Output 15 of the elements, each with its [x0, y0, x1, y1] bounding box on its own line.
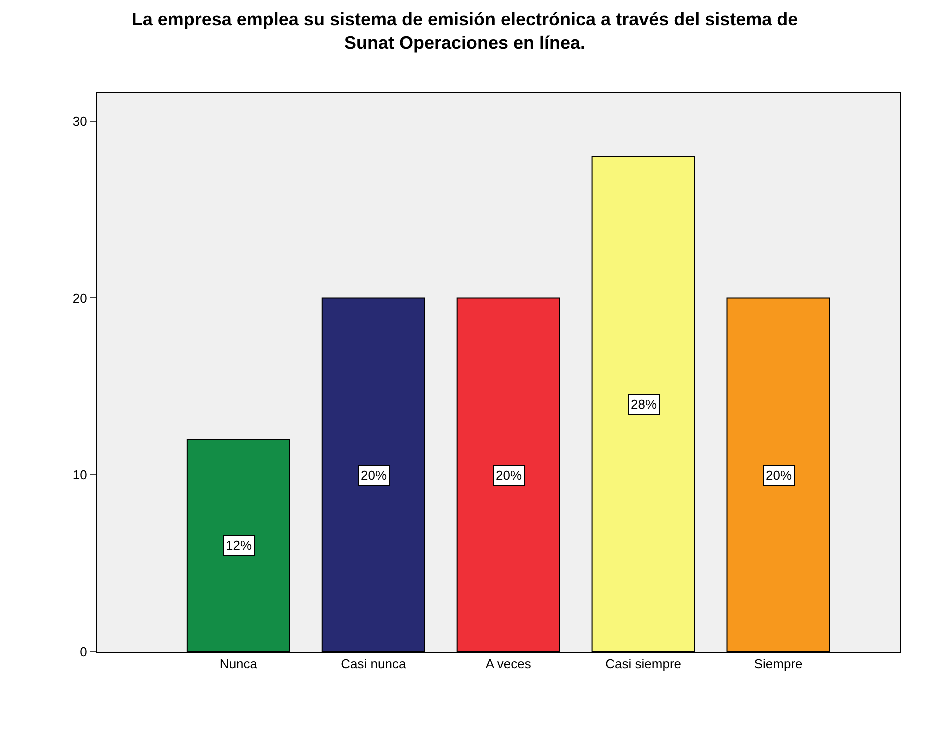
y-tick-label: 0: [80, 644, 88, 660]
data-label: 12%: [226, 538, 252, 553]
x-tick-label: Casi siempre: [606, 656, 682, 672]
x-tick-label: Casi nunca: [341, 656, 407, 672]
x-tick-label: A veces: [486, 656, 532, 672]
y-tick-label: 20: [72, 290, 88, 306]
x-tick-label: Siempre: [754, 656, 803, 672]
data-label: 20%: [496, 468, 522, 483]
x-tick-label: Nunca: [220, 656, 258, 672]
chart-title: La empresa emplea su sistema de emisión electrónica a través del sistema de Sunat Operaciones en línea.: [132, 10, 798, 54]
data-label: 20%: [361, 468, 388, 483]
data-label: 28%: [631, 397, 658, 412]
y-tick-label: 10: [72, 468, 88, 483]
data-label: 20%: [766, 468, 792, 483]
y-tick-label: 30: [72, 114, 88, 129]
